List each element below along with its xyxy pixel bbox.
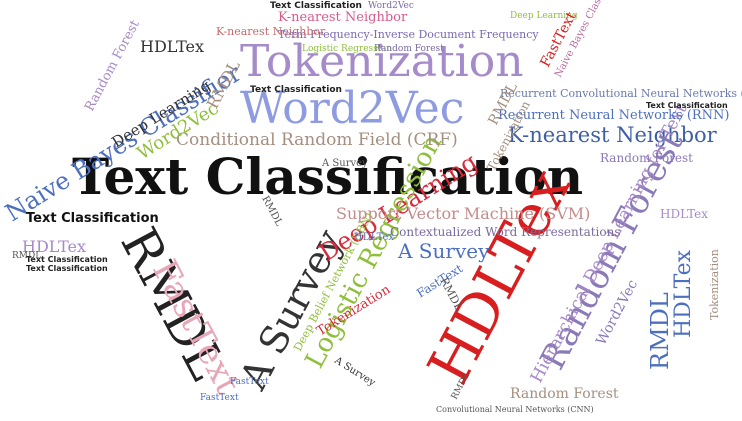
word-rcnn: Recurrent Convolutional Neural Networks … <box>500 87 742 100</box>
word-text-classification-left: Text Classification <box>26 211 159 226</box>
word-tokenization: Tokenization <box>240 36 524 87</box>
word-k-nearest-neighbor: K-nearest Neighbor <box>508 123 718 147</box>
word-deep-learning-top: Deep Learning <box>510 11 578 21</box>
word-word2vec-top: Word2Vec <box>368 1 414 11</box>
word-tokenization-right: Tokenization <box>708 249 721 320</box>
word-k-nearest-neighbor-2: K-nearest Neighbor <box>216 25 326 38</box>
word-svm: Support Vector Machine (SVM) <box>336 204 590 223</box>
word-logistic-regression-small: Logistic Regression <box>302 44 392 54</box>
word-cnn: Convolutional Neural Networks (CNN) <box>436 405 594 414</box>
word-hdltex-left: HDLTex <box>22 237 86 256</box>
word-rmdl-far-left: RMDL <box>12 251 41 261</box>
word-random-forest-right: Random Forest <box>600 151 693 165</box>
word-random-forest-bottom: Random Forest <box>510 386 619 402</box>
word-random-forest-left: Random Forest <box>82 17 143 114</box>
word-random-forest-top: Random Forest <box>374 44 444 54</box>
word-a-survey-small: A Survey <box>321 158 368 169</box>
word-crf: Conditional Random Field (CRF) <box>176 130 458 150</box>
word-rmdl-right: RMDL <box>646 292 674 370</box>
word-a-survey-bottom: A Survey <box>332 355 378 389</box>
word-text-classification-mid: Text Classification <box>250 85 342 95</box>
word-contextualized: Contextualized Word Representations <box>390 225 621 239</box>
word-rnn: Recurrent Neural Networks (RNN) <box>498 108 730 123</box>
word-hdltex-far-right: HDLTex <box>671 249 696 338</box>
word-hdltex-small: HDLTex <box>140 37 204 56</box>
word-a-survey-mid: A Survey <box>397 239 490 263</box>
word-text-classification-left-2: Text Classification <box>26 255 108 264</box>
word-hdltex-right: HDLTex <box>660 207 708 221</box>
word-text-classification-right: Text Classification <box>646 101 728 110</box>
word-text-classification: Text Classification <box>72 147 583 206</box>
word-hdltex-mid: HDLTex <box>354 232 394 243</box>
word-text-classification-left-3: Text Classification <box>26 264 108 273</box>
word-fasttext-bottom: FastText <box>230 377 269 387</box>
word-word2vec: Word2Vec <box>240 83 464 134</box>
word-tfidf: Term Frequency-Inverse Document Frequenc… <box>278 28 539 41</box>
word-text-classification-top: Text Classification <box>270 1 362 11</box>
word-k-nearest-neighbor-top: K-nearest Neighbor <box>278 10 408 25</box>
word-fasttext-bottom-2: FastText <box>200 393 239 403</box>
